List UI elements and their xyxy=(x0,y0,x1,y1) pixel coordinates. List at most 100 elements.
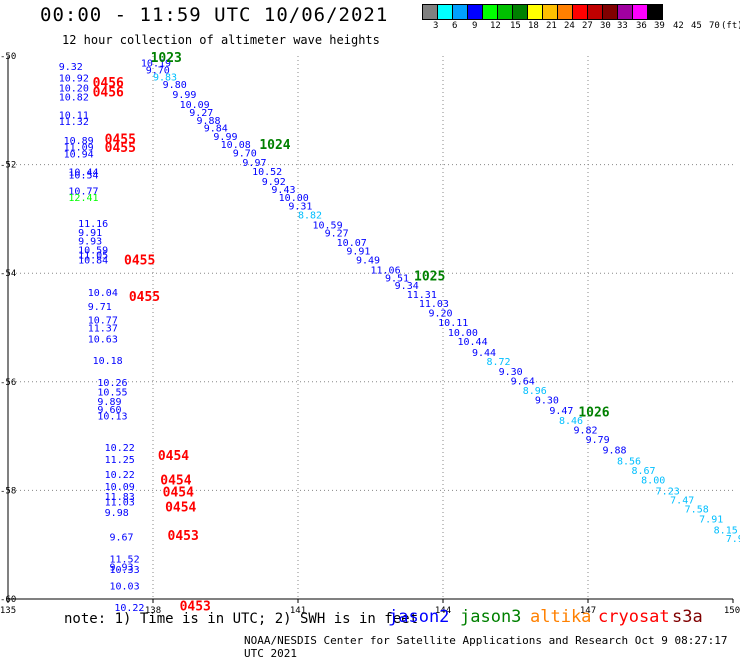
data-label: 10.89 xyxy=(64,136,94,147)
data-label: 10.20 xyxy=(59,83,89,94)
data-label: 8.96 xyxy=(523,386,547,397)
time-annotation: 0454 xyxy=(163,485,194,500)
data-label: 9.27 xyxy=(189,108,213,119)
data-label: 11.09 xyxy=(64,143,94,154)
data-label: 10.59 xyxy=(78,245,108,256)
legend-label-7: 24 xyxy=(564,21,575,31)
data-label: 8.15 xyxy=(714,525,738,536)
data-label: 9.34 xyxy=(395,281,419,292)
data-label: 10.44 xyxy=(68,168,98,179)
legend-label-8: 27 xyxy=(582,21,593,31)
data-label: 9.43 xyxy=(271,185,295,196)
time-annotation: 0454 xyxy=(160,474,191,489)
data-label: 7.47 xyxy=(670,496,694,507)
data-label: 9.70 xyxy=(146,66,170,77)
data-label: 11.25 xyxy=(105,455,135,466)
data-label: 10.33 xyxy=(110,565,140,576)
data-label: 9.64 xyxy=(511,377,535,388)
satellite-label-altika: altika xyxy=(530,607,592,627)
legend-label-1: 6 xyxy=(452,21,458,31)
time-annotation: 1023 xyxy=(151,51,182,66)
data-label: 9.49 xyxy=(356,256,380,267)
data-label: 9.98 xyxy=(105,508,129,519)
y-tick-label: -52 xyxy=(0,161,16,171)
time-annotation: 0453 xyxy=(180,600,211,615)
data-label: 10.08 xyxy=(221,140,251,151)
data-label: 7.91 xyxy=(699,515,723,526)
data-label: 9.97 xyxy=(242,158,266,169)
data-label: 9.47 xyxy=(549,406,573,417)
data-label: 9.67 xyxy=(110,533,134,544)
data-label: 11.16 xyxy=(78,219,108,230)
data-label: 9.99 xyxy=(172,90,196,101)
data-label: 10.19 xyxy=(141,59,171,70)
time-annotation: 1026 xyxy=(578,406,609,421)
y-tick-label: -50 xyxy=(0,52,16,62)
data-label: 10.18 xyxy=(93,356,123,367)
data-label: 9.32 xyxy=(59,62,83,73)
data-label: 9.83 xyxy=(153,73,177,84)
data-label: 9.44 xyxy=(472,348,496,359)
legend-label-4: 15 xyxy=(510,21,521,31)
satellite-label-cryosat: cryosat xyxy=(598,607,670,627)
data-label: 10.94 xyxy=(64,150,94,161)
data-label: 11.05 xyxy=(78,251,108,262)
data-label: 8.56 xyxy=(617,457,641,468)
legend-label-5: 18 xyxy=(528,21,539,31)
data-label: 9.20 xyxy=(429,308,453,319)
page-subtitle: 12 hour collection of altimeter wave hei… xyxy=(62,33,380,47)
data-label: 9.93 xyxy=(78,237,102,248)
data-label: 10.26 xyxy=(97,378,127,389)
legend-label-11: 36 xyxy=(636,21,647,31)
data-label: 9.80 xyxy=(163,80,187,91)
legend-swatches xyxy=(422,4,663,23)
data-label: 9.82 xyxy=(574,426,598,437)
time-annotation: 0455 xyxy=(129,290,160,305)
y-tick-label: -60 xyxy=(0,595,16,605)
data-label: 10.11 xyxy=(59,111,89,122)
data-label: 10.82 xyxy=(59,93,89,104)
time-annotation: 0455 xyxy=(124,254,155,269)
satellite-label-s3a: s3a xyxy=(672,607,703,627)
data-label: 9.31 xyxy=(288,201,312,212)
data-label: 10.22 xyxy=(105,470,135,481)
data-label: 10.22 xyxy=(114,603,144,614)
data-label: 9.60 xyxy=(97,405,121,416)
data-label: 7.58 xyxy=(685,504,709,515)
data-label: 11.31 xyxy=(407,290,437,301)
legend-label-9: 30 xyxy=(600,21,611,31)
data-label: 10.03 xyxy=(110,581,140,592)
data-label: 11.06 xyxy=(371,265,401,276)
data-label: 10.92 xyxy=(59,74,89,85)
data-label: 10.54 xyxy=(68,170,98,181)
time-annotation: 0454 xyxy=(158,449,189,464)
x-tick-label: 147 xyxy=(580,606,596,616)
data-label: 7.9 xyxy=(726,534,740,545)
time-annotation: 1025 xyxy=(414,269,445,284)
data-label: 11.03 xyxy=(419,299,449,310)
data-label: 8.46 xyxy=(559,416,583,427)
data-label: 9.70 xyxy=(233,149,257,160)
y-tick-label: -58 xyxy=(0,486,16,496)
data-label: 10.59 xyxy=(313,220,343,231)
data-label: 9.30 xyxy=(499,367,523,378)
x-tick-label: 144 xyxy=(435,606,451,616)
data-label: 9.88 xyxy=(197,116,221,127)
data-label: 10.11 xyxy=(438,318,468,329)
page-title: 00:00 - 11:59 UTC 10/06/2021 xyxy=(40,4,389,26)
legend-label-0: 3 xyxy=(433,21,439,31)
data-label: 9.91 xyxy=(346,246,370,257)
data-label: 11.03 xyxy=(105,497,135,508)
footer-note: note: 1) Time is in UTC; 2) SWH is in fe… xyxy=(64,611,419,627)
legend-label-2: 9 xyxy=(472,21,478,31)
data-label: 11.32 xyxy=(59,117,89,128)
data-label: 11.83 xyxy=(105,492,135,503)
data-label: 8.67 xyxy=(632,466,656,477)
x-tick-label: 141 xyxy=(290,606,306,616)
data-label: 9.71 xyxy=(88,302,112,313)
data-label: 10.22 xyxy=(105,443,135,454)
time-annotation: 0455 xyxy=(105,141,136,156)
